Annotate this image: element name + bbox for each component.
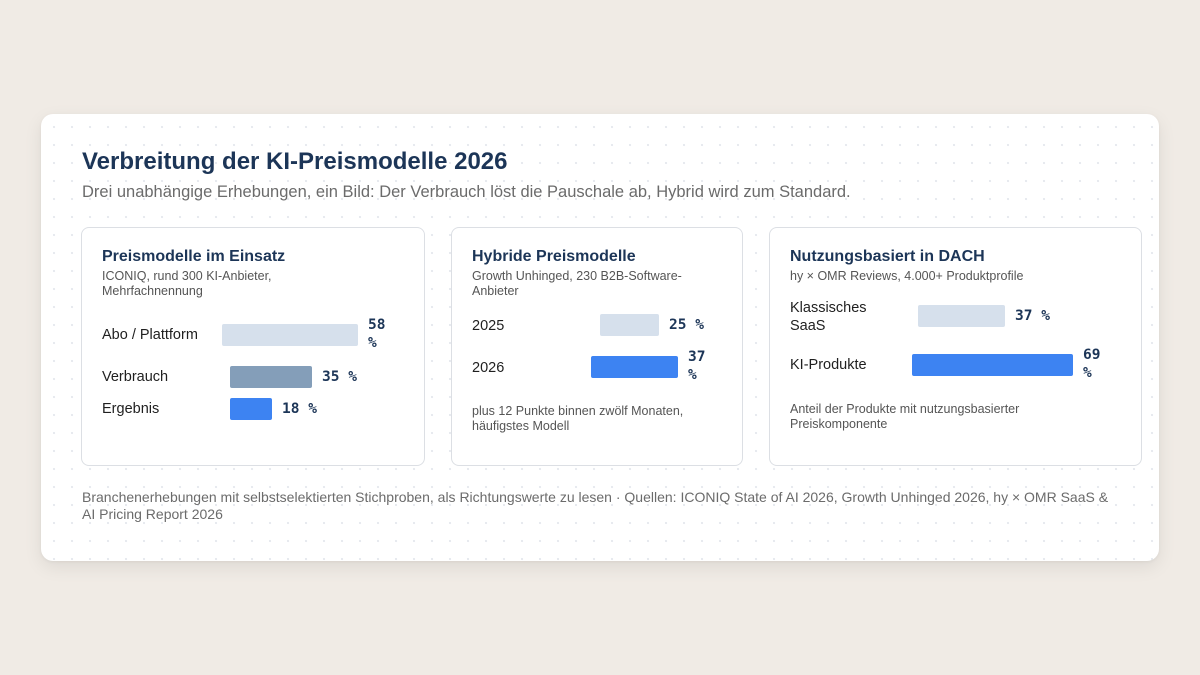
panel-note: plus 12 Punkte binnen zwölf Monaten, häu… [472,404,684,433]
row-label-2025: 2025 [472,318,505,334]
bar-abo [222,324,358,346]
chart-card: Verbreitung der KI-Preismodelle 2026 Dre… [41,114,1159,561]
panel-title: Hybride Preismodelle [472,248,636,265]
row-label-ergebnis: Ergebnis [102,401,160,417]
row-label-2026: 2026 [472,360,505,376]
value-label-2025: 25 % [669,317,704,333]
chart-subtitle: Drei unabhängige Erhebungen, ein Bild: D… [82,183,851,201]
panel-title: Nutzungsbasiert in DACH [790,248,985,265]
panel-source: ICONIQ, rund 300 KI-Anbieter, Mehrfachne… [102,269,272,298]
panel-preismodelle: Preismodelle im Einsatz ICONIQ, rund 300… [81,227,425,466]
panel-note: Anteil der Produkte mit nutzungsbasierte… [790,402,1020,431]
panel-nutzungsbasiert: Nutzungsbasiert in DACH hy × OMR Reviews… [769,227,1142,466]
value-label-2026: 37 % [688,349,706,383]
bar-2026 [591,356,678,378]
bar-verbrauch [230,366,312,388]
chart-title: Verbreitung der KI-Preismodelle 2026 [82,148,508,175]
bar-2025 [600,314,659,336]
panel-source: Growth Unhinged, 230 B2B-Software-Anbiet… [472,269,682,298]
panel-hybride: Hybride Preismodelle Growth Unhinged, 23… [451,227,743,466]
value-label-ergebnis: 18 % [282,401,317,417]
bar-klassisches-saas [918,305,1005,327]
row-label-ki-produkte: KI-Produkte [790,357,867,373]
bar-ergebnis [230,398,272,420]
row-label-klassisches-saas: Klassisches SaaS [790,300,867,334]
value-label-klassisches-saas: 37 % [1015,308,1050,324]
value-label-verbrauch: 35 % [322,369,357,385]
row-label-verbrauch: Verbrauch [102,369,169,385]
value-label-abo: 58 % [368,317,386,351]
value-label-ki-produkte: 69 % [1083,347,1101,381]
bar-ki-produkte [912,354,1073,376]
panel-title: Preismodelle im Einsatz [102,248,286,265]
row-label-abo: Abo / Plattform [102,327,198,343]
panel-source: hy × OMR Reviews, 4.000+ Produktprofile [790,269,1024,283]
chart-footer: Branchenerhebungen mit selbstselektierte… [82,489,1109,522]
